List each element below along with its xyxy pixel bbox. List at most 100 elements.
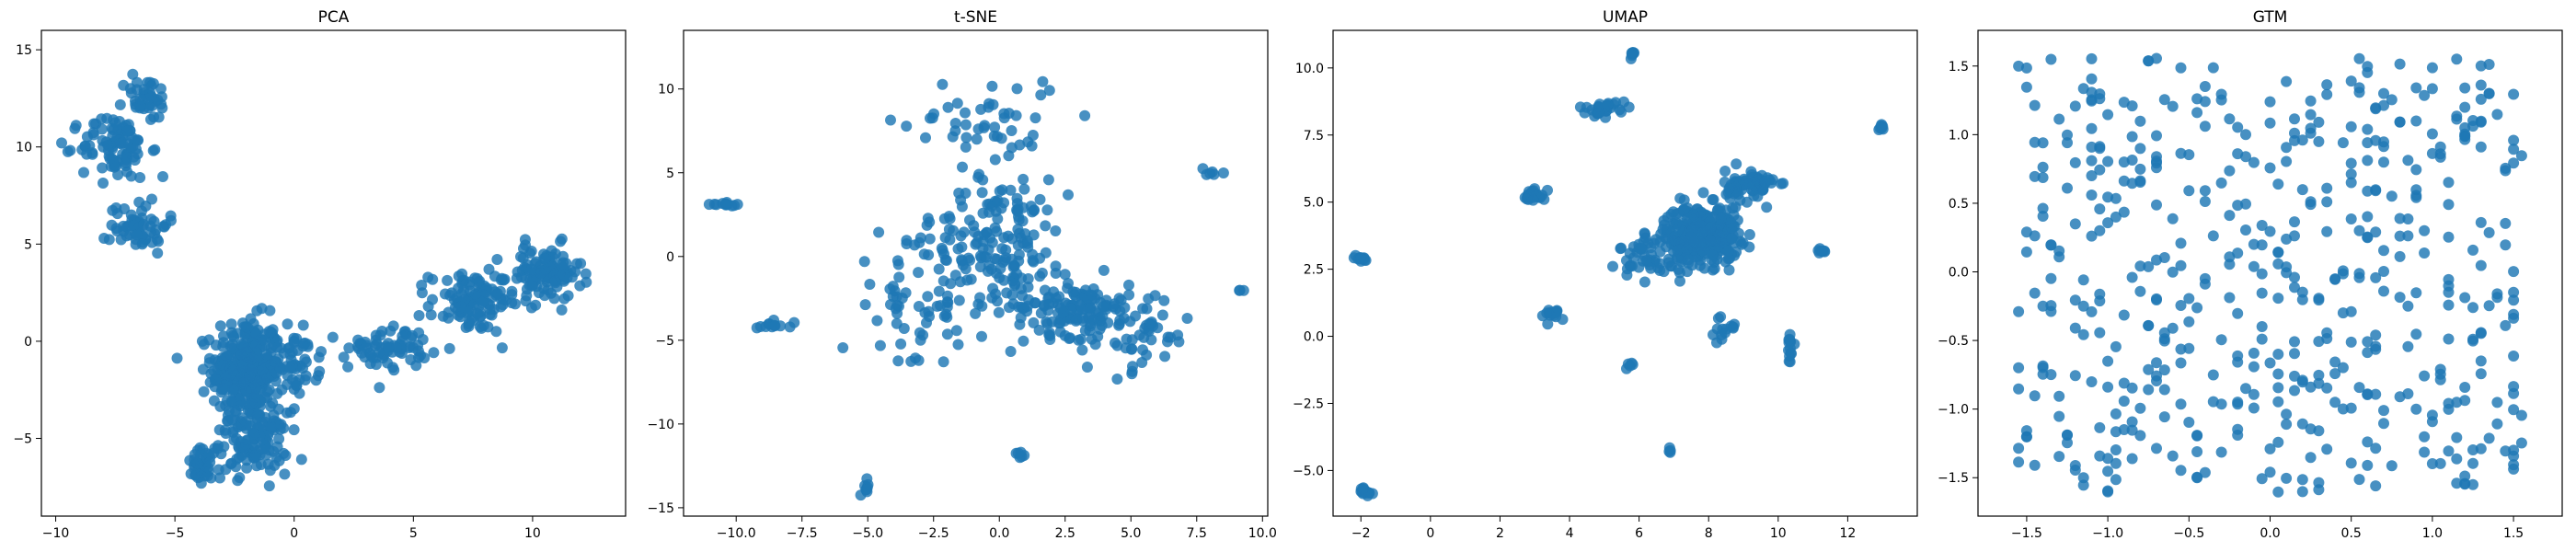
data-point	[944, 213, 956, 224]
x-tick-label: 0	[1426, 526, 1434, 541]
data-point	[2248, 388, 2260, 400]
data-point	[2370, 184, 2382, 196]
data-point	[1743, 229, 1755, 240]
data-point	[97, 162, 109, 174]
data-point	[2020, 246, 2032, 258]
data-point	[1027, 130, 1039, 141]
data-point	[2094, 141, 2106, 153]
data-point	[257, 364, 269, 376]
data-point	[2500, 217, 2512, 229]
data-point	[1076, 344, 1088, 356]
data-point	[98, 178, 109, 189]
data-point	[2500, 319, 2512, 331]
data-point	[419, 352, 431, 363]
x-tick-label: −1.0	[2092, 526, 2123, 541]
data-point	[134, 100, 146, 112]
data-point	[2321, 196, 2333, 208]
data-point	[2459, 292, 2471, 304]
x-tick-label: −5	[166, 526, 185, 541]
data-point	[1001, 287, 1013, 299]
data-point	[2248, 361, 2260, 373]
data-point	[1723, 245, 1734, 257]
data-point	[1027, 255, 1039, 267]
y-tick-label: −1.5	[1938, 471, 1969, 486]
data-point	[1059, 269, 1071, 281]
data-point	[2224, 259, 2236, 270]
data-point	[2508, 404, 2520, 416]
data-point	[195, 477, 207, 489]
x-tick-label: 10	[1770, 526, 1787, 541]
data-point	[2272, 247, 2284, 258]
data-point	[2475, 259, 2487, 271]
data-point	[2086, 190, 2098, 201]
data-point	[1681, 243, 1693, 255]
data-point	[297, 340, 309, 352]
data-point	[2443, 299, 2455, 311]
data-point	[2215, 177, 2227, 189]
data-point	[901, 235, 913, 247]
data-point	[491, 254, 503, 265]
data-point	[2126, 424, 2138, 436]
y-tick-label: 10.0	[1295, 62, 1324, 76]
data-point	[2053, 113, 2065, 125]
data-point	[2475, 443, 2487, 454]
data-point	[2378, 156, 2389, 168]
data-point	[2264, 443, 2276, 454]
data-point	[2094, 93, 2106, 105]
data-point	[2134, 402, 2146, 414]
data-point	[342, 361, 354, 373]
data-point	[549, 275, 561, 287]
data-point	[129, 155, 141, 166]
data-point	[2094, 327, 2106, 339]
data-point	[1023, 293, 1035, 305]
data-point	[224, 340, 236, 352]
data-point	[2434, 457, 2446, 469]
data-point	[2264, 96, 2276, 108]
data-point	[2207, 369, 2219, 381]
data-point	[1000, 244, 1012, 256]
data-point	[580, 268, 592, 280]
data-point	[2289, 113, 2300, 125]
data-point	[2191, 107, 2203, 119]
data-point	[2362, 123, 2374, 135]
data-point	[152, 247, 164, 259]
data-point	[2370, 340, 2382, 352]
data-point	[974, 292, 986, 304]
data-point	[2353, 82, 2365, 94]
data-point	[2086, 305, 2098, 317]
data-point	[2086, 141, 2098, 153]
data-point	[2126, 131, 2138, 143]
data-point	[2426, 409, 2438, 421]
data-point	[2167, 450, 2179, 462]
data-point	[2426, 62, 2438, 74]
data-point	[979, 229, 990, 241]
data-point	[1124, 316, 1136, 328]
data-point	[951, 98, 963, 109]
data-point	[2467, 335, 2478, 347]
data-point	[279, 468, 291, 480]
data-point	[2248, 347, 2260, 359]
data-point	[1356, 486, 1368, 498]
x-tick-label: 10	[524, 526, 541, 541]
data-point	[132, 134, 144, 146]
data-point	[1659, 219, 1670, 231]
data-point	[1003, 108, 1015, 120]
data-point	[272, 403, 284, 415]
data-point	[2110, 211, 2122, 223]
data-point	[939, 254, 951, 266]
data-point	[1064, 332, 1076, 344]
data-point	[2126, 416, 2138, 428]
data-point	[88, 118, 100, 130]
data-point	[2419, 370, 2431, 382]
data-point	[130, 238, 142, 250]
data-point	[2500, 445, 2512, 457]
y-tick-label: 15	[16, 43, 32, 58]
data-point	[506, 285, 518, 297]
data-point	[2183, 342, 2195, 354]
panel-pca: PCA −10 −5 0 5 10 −5 0 5 10 15	[13, 8, 627, 541]
data-point	[2426, 83, 2438, 95]
data-point	[2419, 431, 2431, 443]
data-point	[1784, 356, 1796, 368]
data-point	[1127, 361, 1138, 373]
data-point	[2069, 156, 2081, 168]
